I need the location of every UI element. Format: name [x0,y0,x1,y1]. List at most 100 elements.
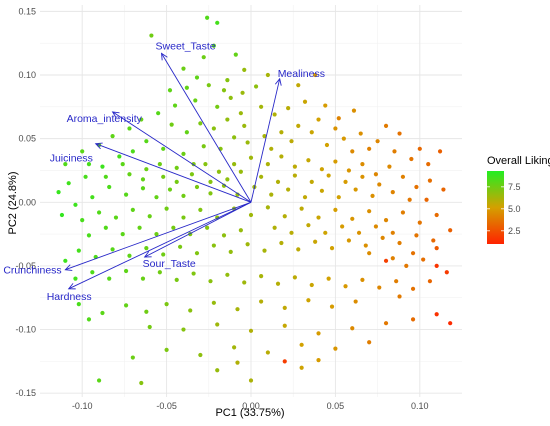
data-point [333,346,338,351]
data-point [96,210,102,215]
data-point [282,305,287,311]
data-point [282,214,287,219]
data-point [90,195,95,200]
data-point [191,271,196,276]
data-point [76,301,81,307]
data-point [100,310,105,316]
data-point [113,215,119,220]
data-point [205,225,210,230]
data-point [120,231,125,237]
loading-label: Mealiness [278,68,325,80]
data-point [360,161,365,167]
data-point [353,187,358,192]
data-point [380,235,385,241]
data-point [259,104,264,109]
data-point [400,174,406,179]
data-point [392,149,397,154]
data-point [221,233,227,238]
legend-tick-label: 7.5 [508,182,521,192]
data-point [299,342,304,347]
data-point [240,90,245,95]
data-point [316,357,321,363]
data-point [235,307,240,312]
observation-points [56,15,453,386]
data-point [174,277,179,283]
data-point [225,272,230,277]
data-point [367,209,372,214]
data-point [383,258,389,263]
data-point [172,103,178,108]
data-point [225,117,230,122]
data-point [184,85,189,90]
data-point [262,133,267,139]
data-point [417,146,422,151]
data-point [80,149,85,154]
data-point [296,123,301,129]
data-point [198,121,203,126]
data-point [100,164,105,169]
data-point [383,217,389,223]
loading-label: Hardness [47,291,92,303]
data-point [232,135,237,140]
data-point [302,99,308,104]
data-point [407,197,412,202]
data-point [272,225,277,230]
data-point [211,126,216,131]
data-point [164,301,169,307]
data-point [390,256,395,261]
data-point [343,284,348,289]
data-point [289,139,294,144]
data-point [174,179,179,185]
data-point [259,273,264,279]
data-point [103,225,108,230]
data-point [434,263,439,269]
data-point [441,187,446,192]
data-point [154,195,159,200]
loading-arrow [95,143,252,203]
data-point [56,189,61,195]
data-point [448,321,453,326]
data-point [373,172,379,177]
data-point [306,223,311,228]
x-tick-label: -0.10 [72,401,93,411]
data-point [326,173,331,178]
data-point [232,161,237,167]
data-point [144,167,149,172]
data-point [73,202,78,207]
data-point [319,167,324,172]
data-point [154,231,159,237]
data-point [201,55,206,60]
data-point [161,252,166,257]
data-point [414,184,419,190]
data-point [292,275,297,280]
y-tick-label: 0.15 [18,6,36,16]
x-axis-ticks: -0.10 -0.05 0.00 0.05 0.10 [72,401,429,411]
data-point [341,136,346,141]
data-point [259,299,264,304]
data-point [302,195,308,200]
data-point [181,215,186,220]
data-point [434,245,439,251]
data-point [448,228,453,233]
data-point [340,224,345,229]
loading-label: Sweet_Taste [156,40,216,52]
data-point [434,212,439,218]
data-point [336,116,341,121]
data-point [248,212,254,218]
data-point [193,98,198,103]
data-point [211,43,216,48]
data-point [324,142,330,148]
data-point [86,317,92,322]
data-point [157,161,162,167]
data-point [387,164,392,169]
data-point [417,220,422,225]
data-point [306,158,311,163]
loading-arrowhead [94,142,103,150]
data-point [238,111,243,116]
loading-label: Crunchiness [3,265,61,277]
data-point [137,225,142,230]
data-point [286,187,291,192]
x-tick-label: -0.05 [156,401,177,411]
legend-tick-label: 5.0 [508,204,521,214]
loading-label: Sour_Taste [143,258,196,270]
